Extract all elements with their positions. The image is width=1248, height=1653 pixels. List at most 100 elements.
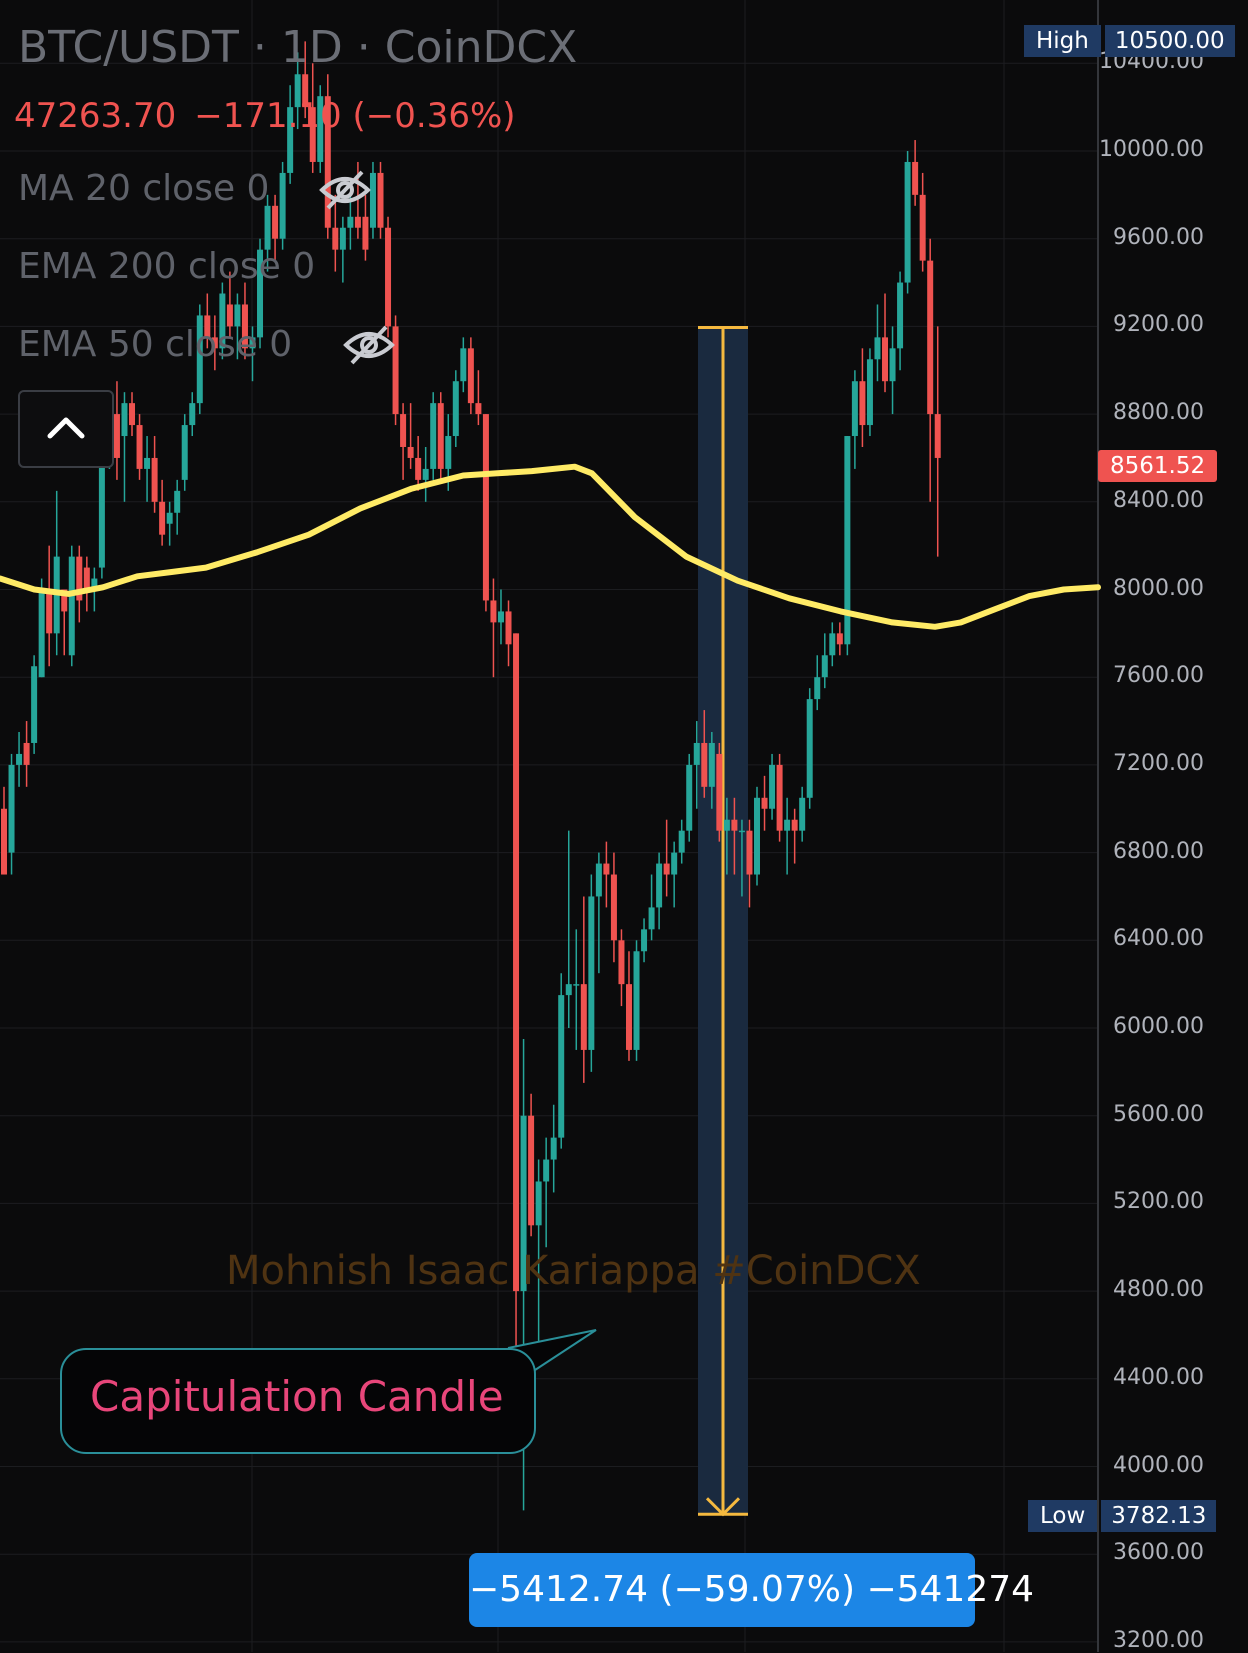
candle-83 <box>625 951 632 1061</box>
y-tick-label: 5200.00 <box>1113 1189 1204 1215</box>
candle-body <box>874 337 881 360</box>
candle-body <box>377 172 384 228</box>
candle-72 <box>543 1137 550 1248</box>
candle-body <box>226 304 233 327</box>
collapse-indicators-button[interactable] <box>18 390 114 468</box>
candle-66 <box>497 589 504 645</box>
candle-body <box>437 403 444 469</box>
y-tick-label: 8400.00 <box>1113 487 1204 513</box>
candle-body <box>460 348 467 382</box>
low-label: Low <box>1028 1500 1098 1532</box>
measure-arrowhead <box>705 1497 741 1517</box>
candle-body <box>257 249 264 338</box>
candle-body <box>23 742 30 765</box>
candle-body <box>392 326 399 415</box>
last-price: 47263.70 <box>14 96 177 136</box>
candle-body <box>784 819 791 831</box>
candle-body <box>272 205 279 239</box>
candle-body <box>558 995 565 1138</box>
candle-118 <box>889 326 896 415</box>
candle-53 <box>400 403 407 480</box>
candle-44 <box>332 194 339 272</box>
candle-39 <box>294 52 301 130</box>
candle-body <box>98 436 105 568</box>
candle-11 <box>83 556 90 612</box>
candle-body <box>136 425 143 469</box>
candle-body <box>882 337 889 382</box>
candle-body <box>595 863 602 897</box>
eye-off-icon[interactable] <box>342 323 396 367</box>
candle-body <box>776 764 783 831</box>
y-tick-label: 9600.00 <box>1113 224 1204 250</box>
candle-body <box>354 216 361 228</box>
indicator-ema200[interactable]: EMA 200 close 0 <box>18 246 316 287</box>
y-tick-label: 6400.00 <box>1113 926 1204 952</box>
candle-34 <box>257 238 264 349</box>
candle-body <box>385 227 392 327</box>
candles <box>1 41 941 1511</box>
candle-58 <box>437 392 444 480</box>
candle-37 <box>279 161 286 250</box>
candle-16 <box>121 392 128 502</box>
candle-body <box>317 96 324 162</box>
candle-98 <box>738 819 745 897</box>
candle-120 <box>904 151 911 294</box>
y-tick-label: 3600.00 <box>1113 1540 1204 1566</box>
candle-119 <box>897 271 904 371</box>
candle-body <box>723 819 730 831</box>
indicator-ema50[interactable]: EMA 50 close 0 <box>18 324 293 365</box>
eye-off-icon[interactable] <box>318 168 372 212</box>
candle-17 <box>129 392 136 437</box>
current-price-tag: 8561.52 <box>1098 450 1218 483</box>
candle-body <box>641 929 648 952</box>
candle-104 <box>784 797 791 875</box>
candle-7 <box>53 490 60 656</box>
candle-49 <box>369 161 376 239</box>
candle-122 <box>919 172 926 272</box>
candle-body <box>482 414 489 601</box>
candle-body <box>505 611 512 645</box>
candle-107 <box>806 688 813 809</box>
candle-89 <box>671 841 678 908</box>
candle-body <box>746 830 753 875</box>
candle-81 <box>610 852 617 963</box>
candle-60 <box>452 370 459 447</box>
candle-108 <box>814 655 821 711</box>
candle-112 <box>844 436 851 656</box>
y-tick-label: 8800.00 <box>1113 400 1204 426</box>
candle-body <box>656 863 663 908</box>
indicator-ma20[interactable]: MA 20 close 0 <box>18 168 270 209</box>
candle-57 <box>430 392 437 480</box>
candle-96 <box>723 797 730 875</box>
callout-box[interactable] <box>60 1348 536 1454</box>
candle-body <box>181 425 188 480</box>
candle-123 <box>927 238 934 502</box>
ema-200-path <box>0 463 1101 630</box>
candle-9 <box>68 545 75 667</box>
candle-67 <box>505 600 512 667</box>
candle-body <box>219 293 226 349</box>
candle-50 <box>377 161 384 239</box>
candle-38 <box>287 85 294 184</box>
candle-body <box>889 348 896 382</box>
candle-100 <box>754 786 760 886</box>
candle-body <box>264 205 271 250</box>
candle-body <box>159 501 166 535</box>
candle-body <box>339 227 346 250</box>
candle-102 <box>769 753 776 820</box>
candle-19 <box>144 436 151 502</box>
candle-3 <box>23 721 30 787</box>
candle-body <box>851 381 858 437</box>
candle-26 <box>196 304 203 415</box>
candle-28 <box>211 315 218 371</box>
candle-body <box>806 699 813 798</box>
candle-body <box>671 852 678 875</box>
candle-body <box>686 764 693 831</box>
candle-21 <box>159 479 166 546</box>
y-tick-label: 4400.00 <box>1113 1364 1204 1390</box>
candle-35 <box>264 194 271 272</box>
candle-56 <box>422 446 429 502</box>
candle-body <box>166 512 173 524</box>
